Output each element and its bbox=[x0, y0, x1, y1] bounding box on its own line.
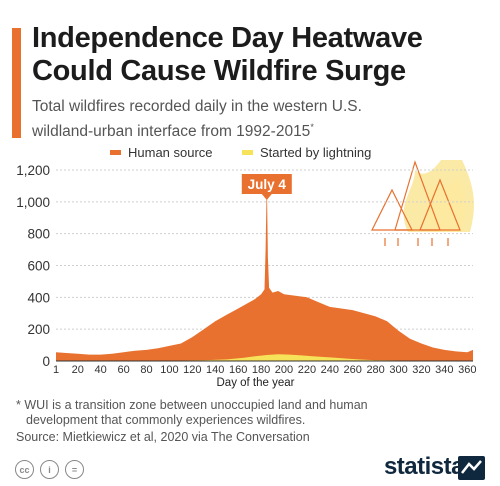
x-tick-label: 260 bbox=[344, 364, 362, 376]
x-axis-labels: 1 20 40 60 80 100 120 140 160 180 200 220 240 260 280 3… bbox=[53, 364, 477, 376]
x-tick-label: 100 bbox=[160, 364, 178, 376]
y-tick-label: 200 bbox=[27, 322, 50, 337]
page-subtitle: Total wildfires recorded daily in the we… bbox=[32, 98, 362, 141]
attribution-icon[interactable]: i bbox=[40, 460, 59, 479]
no-derivatives-icon[interactable]: = bbox=[65, 460, 84, 479]
x-axis-title: Day of the year bbox=[217, 377, 295, 389]
series-area-started-by-lightning bbox=[56, 354, 473, 361]
legend-item-lightning: Started by lightning bbox=[242, 145, 371, 160]
footnote: * WUI is a transition zone between unocc… bbox=[16, 398, 368, 427]
x-tick-label: 240 bbox=[321, 364, 339, 376]
y-tick-label: 1,200 bbox=[16, 163, 50, 178]
y-tick-label: 800 bbox=[27, 227, 50, 242]
chart-legend: Human source Started by lightning bbox=[0, 143, 500, 163]
x-tick-label: 60 bbox=[117, 364, 129, 376]
y-tick-label: 400 bbox=[27, 290, 50, 305]
x-tick-label: 200 bbox=[275, 364, 293, 376]
source-note: Source: Mietkiewicz et al, 2020 via The … bbox=[16, 430, 310, 444]
annotation-label: July 4 bbox=[248, 177, 287, 192]
x-tick-label: 180 bbox=[252, 364, 270, 376]
x-tick-label: 320 bbox=[412, 364, 430, 376]
accent-bar bbox=[12, 28, 21, 138]
y-tick-label: 600 bbox=[27, 259, 50, 274]
y-tick-label: 0 bbox=[42, 354, 50, 369]
x-tick-label: 1 bbox=[53, 364, 59, 376]
x-tick-label: 120 bbox=[183, 364, 201, 376]
fire-graphic-icon bbox=[371, 160, 474, 246]
annotation-callout-box bbox=[241, 174, 292, 200]
x-tick-label: 20 bbox=[72, 364, 84, 376]
legend-swatch-human bbox=[110, 150, 121, 155]
series-area-human-source bbox=[56, 178, 473, 361]
license-icons: cc i = bbox=[15, 460, 84, 479]
statista-logo-mark-icon bbox=[458, 456, 485, 480]
page-title: Independence Day Heatwave Could Cause Wi… bbox=[32, 22, 423, 87]
x-tick-label: 140 bbox=[206, 364, 224, 376]
x-tick-label: 80 bbox=[140, 364, 152, 376]
legend-item-human: Human source bbox=[110, 145, 213, 160]
july-4-annotation: July 4 bbox=[241, 174, 292, 200]
x-tick-label: 220 bbox=[298, 364, 316, 376]
cc-icon[interactable]: cc bbox=[15, 460, 34, 479]
x-tick-label: 280 bbox=[366, 364, 384, 376]
x-tick-label: 360 bbox=[458, 364, 476, 376]
y-tick-label: 1,000 bbox=[16, 195, 50, 210]
statista-logo[interactable]: statista bbox=[383, 453, 465, 480]
y-axis-labels: 0 200 400 600 800 1,000 1,200 bbox=[16, 163, 50, 369]
x-tick-label: 300 bbox=[389, 364, 407, 376]
legend-swatch-lightning bbox=[242, 150, 253, 155]
x-tick-label: 40 bbox=[95, 364, 107, 376]
x-tick-label: 160 bbox=[229, 364, 247, 376]
x-tick-label: 340 bbox=[435, 364, 453, 376]
